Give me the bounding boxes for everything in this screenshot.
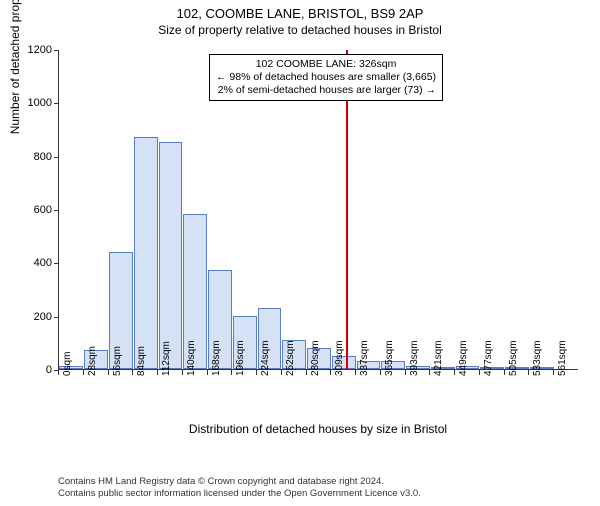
x-tick-label: 112sqm — [161, 341, 172, 376]
x-tick-label: 393sqm — [409, 340, 420, 376]
chart-subtitle: Size of property relative to detached ho… — [0, 23, 600, 37]
x-tick-mark — [553, 370, 554, 375]
x-tick-label: 309sqm — [334, 340, 345, 376]
x-tick-mark — [207, 370, 208, 375]
annotation-line-1: 102 COOMBE LANE: 326sqm — [216, 58, 436, 71]
x-tick-mark — [429, 370, 430, 375]
x-tick-mark — [231, 370, 232, 375]
x-tick-mark — [504, 370, 505, 375]
x-tick-mark — [479, 370, 480, 375]
footer-line-2: Contains public sector information licen… — [58, 488, 421, 500]
y-tick-label: 600 — [12, 204, 52, 216]
x-tick-mark — [182, 370, 183, 375]
annotation-line-2: ← 98% of detached houses are smaller (3,… — [216, 71, 436, 84]
y-tick-mark — [54, 157, 59, 158]
histogram-bar — [134, 137, 158, 369]
y-tick-mark — [54, 50, 59, 51]
x-tick-mark — [330, 370, 331, 375]
x-tick-label: 168sqm — [211, 340, 222, 376]
y-tick-label: 1200 — [12, 44, 52, 56]
footer-attribution: Contains HM Land Registry data © Crown c… — [58, 476, 421, 500]
x-tick-label: 561sqm — [557, 340, 568, 376]
x-tick-mark — [281, 370, 282, 375]
x-tick-mark — [355, 370, 356, 375]
y-tick-mark — [54, 263, 59, 264]
footer-line-1: Contains HM Land Registry data © Crown c… — [58, 476, 421, 488]
y-tick-label: 0 — [12, 364, 52, 376]
y-tick-label: 400 — [12, 257, 52, 269]
y-tick-label: 800 — [12, 151, 52, 163]
x-tick-mark — [405, 370, 406, 375]
y-axis-label: Number of detached properties — [8, 0, 22, 134]
x-tick-label: 280sqm — [310, 340, 321, 376]
annotation-line-3: 2% of semi-detached houses are larger (7… — [216, 84, 436, 97]
x-tick-label: 252sqm — [285, 340, 296, 376]
x-tick-label: 421sqm — [433, 340, 444, 376]
x-tick-label: 196sqm — [235, 340, 246, 376]
y-tick-label: 1000 — [12, 97, 52, 109]
y-tick-mark — [54, 103, 59, 104]
histogram-bar — [159, 142, 183, 369]
x-tick-label: 477sqm — [483, 340, 494, 376]
x-tick-mark — [306, 370, 307, 375]
x-tick-mark — [380, 370, 381, 375]
x-tick-label: 224sqm — [260, 340, 271, 376]
annotation-box: 102 COOMBE LANE: 326sqm← 98% of detached… — [209, 54, 443, 101]
x-tick-label: 449sqm — [458, 340, 469, 376]
x-tick-mark — [528, 370, 529, 375]
x-tick-mark — [58, 370, 59, 375]
x-tick-label: 505sqm — [508, 340, 519, 376]
y-tick-mark — [54, 210, 59, 211]
plot-area: Number of detached properties 0200400600… — [58, 50, 578, 370]
x-tick-label: 337sqm — [359, 340, 370, 376]
x-tick-mark — [157, 370, 158, 375]
x-tick-mark — [83, 370, 84, 375]
x-tick-label: 533sqm — [532, 340, 543, 376]
x-axis-label: Distribution of detached houses by size … — [58, 422, 578, 436]
y-tick-mark — [54, 317, 59, 318]
chart-title: 102, COOMBE LANE, BRISTOL, BS9 2AP — [0, 6, 600, 21]
x-tick-mark — [108, 370, 109, 375]
x-tick-label: 28sqm — [87, 346, 98, 376]
x-tick-mark — [454, 370, 455, 375]
chart-wrap: Number of detached properties 0200400600… — [58, 50, 578, 410]
x-tick-label: 140sqm — [186, 340, 197, 376]
x-tick-label: 84sqm — [136, 346, 147, 376]
x-tick-label: 56sqm — [112, 346, 123, 376]
x-tick-mark — [132, 370, 133, 375]
x-tick-label: 0sqm — [62, 352, 73, 376]
x-tick-label: 365sqm — [384, 340, 395, 376]
chart-container: 102, COOMBE LANE, BRISTOL, BS9 2AP Size … — [0, 6, 600, 506]
x-tick-mark — [256, 370, 257, 375]
y-tick-label: 200 — [12, 311, 52, 323]
